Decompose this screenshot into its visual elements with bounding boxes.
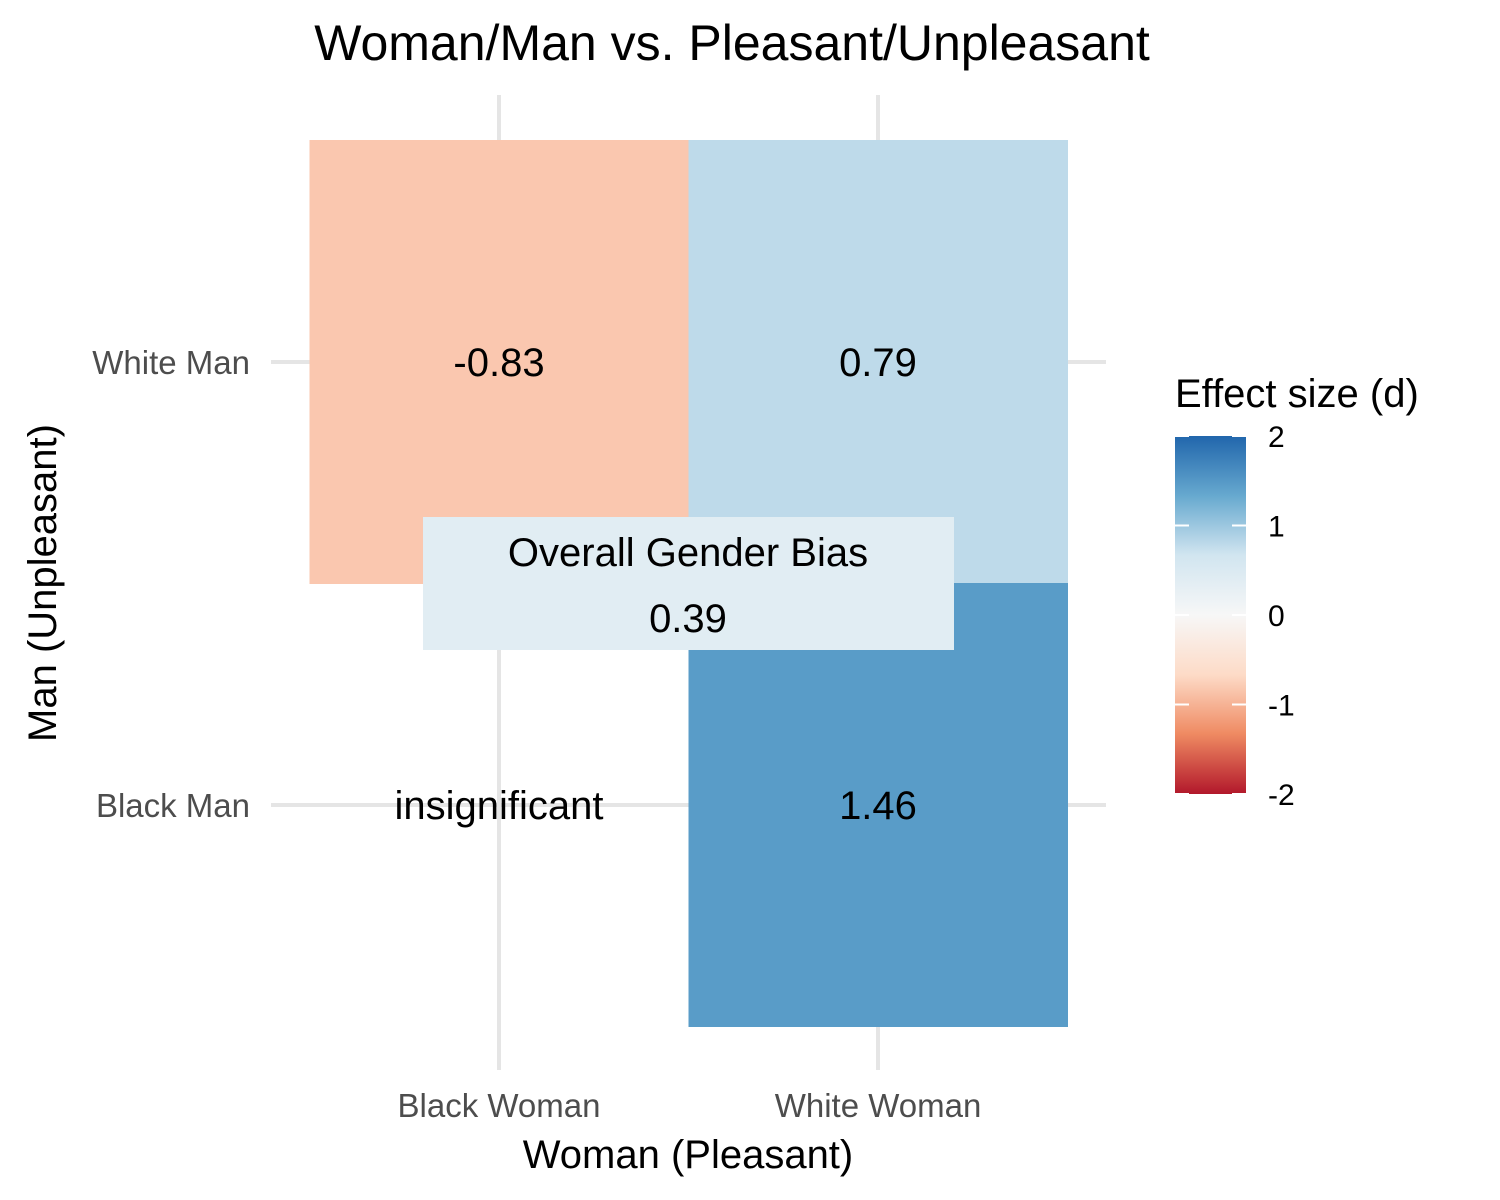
cell-value-label: -0.83 <box>453 341 544 385</box>
x-axis-title: Woman (Pleasant) <box>523 1133 854 1177</box>
y-axis-title: Man (Unpleasant) <box>21 424 65 742</box>
legend-title: Effect size (d) <box>1175 372 1419 416</box>
x-tick-label: Black Woman <box>398 1087 601 1124</box>
legend-ticks: 2 1 0 -1 -2 <box>1175 421 1295 812</box>
legend-tick-label: 2 <box>1268 421 1285 454</box>
y-tick-label: White Man <box>92 344 250 381</box>
heatmap-cells <box>309 140 1068 1027</box>
legend-tick-label: -1 <box>1268 690 1295 723</box>
overall-bias-box <box>423 517 954 650</box>
chart-title: Woman/Man vs. Pleasant/Unpleasant <box>314 15 1150 71</box>
cell-value-label: 0.79 <box>839 341 917 385</box>
cell-value-label: 1.46 <box>839 784 917 828</box>
overall-bias-value: 0.39 <box>649 597 727 641</box>
y-axis-ticks: White Man Black Man <box>92 344 250 824</box>
heatmap-cell <box>688 140 1068 584</box>
legend-tick-label: 1 <box>1268 511 1285 544</box>
overall-box: Overall Gender Bias 0.39 <box>423 517 954 650</box>
heatmap-cell <box>688 583 1068 1027</box>
cell-value-label: insignificant <box>394 784 603 828</box>
x-axis-ticks: Black Woman White Woman <box>398 1087 982 1124</box>
legend-tick-label: 0 <box>1268 600 1285 633</box>
legend: Effect size (d) 2 1 0 -1 -2 <box>1175 372 1419 812</box>
legend-tick-label: -2 <box>1268 779 1295 812</box>
x-tick-label: White Woman <box>775 1087 982 1124</box>
cell-labels: -0.83 0.79 insignificant 1.46 <box>394 341 916 828</box>
overall-bias-label: Overall Gender Bias <box>508 531 868 575</box>
y-tick-label: Black Man <box>96 787 250 824</box>
heatmap-cell <box>309 140 689 584</box>
